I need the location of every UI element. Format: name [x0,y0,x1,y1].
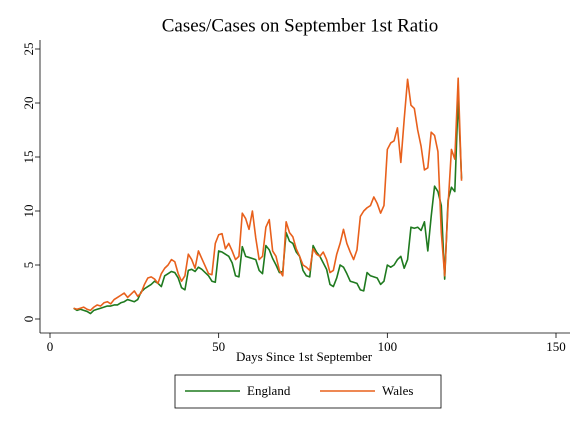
y-tick-label: 0 [21,316,36,323]
chart-title: Cases/Cases on September 1st Ratio [162,15,439,36]
line-series [73,96,463,315]
legend-box [174,374,442,409]
y-tick-label: 5 [21,262,36,269]
legend-label: England [247,383,291,398]
y-tick-label: 25 [21,43,36,56]
y-tick-label: 10 [21,205,36,218]
x-axis-label: Days Since 1st September [236,349,373,364]
x-tick-label: 0 [47,339,54,354]
x-tick-label: 150 [546,339,566,354]
x-tick-label: 50 [212,339,225,354]
x-tick-label: 100 [378,339,398,354]
legend-label: Wales [382,383,413,398]
line-series [73,77,463,312]
y-tick-label: 20 [21,97,36,110]
y-tick-label: 15 [21,151,36,164]
